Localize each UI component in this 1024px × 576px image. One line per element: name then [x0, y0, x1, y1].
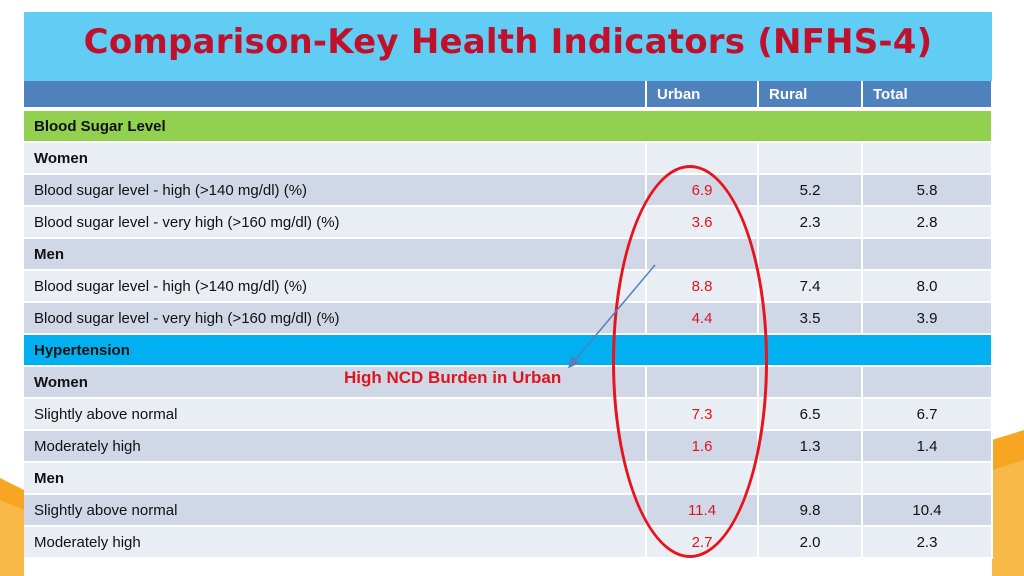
indicator-label: Slightly above normal	[24, 494, 647, 527]
section-label: Hypertension	[24, 334, 993, 367]
subgroup-label: Women	[24, 366, 647, 399]
cell-total	[862, 462, 993, 495]
table-row: Slightly above normal 11.4 9.8 10.4	[24, 494, 993, 527]
table-row: Blood sugar level - high (>140 mg/dl) (%…	[24, 270, 993, 303]
cell-total	[862, 366, 993, 399]
section-row: Blood Sugar Level	[24, 109, 993, 143]
table-row: Moderately high 2.7 2.0 2.3	[24, 526, 993, 559]
cell-total: 8.0	[862, 270, 993, 303]
cell-total	[862, 142, 993, 175]
cell-total: 3.9	[862, 302, 993, 335]
cell-total: 6.7	[862, 398, 993, 431]
subgroup-row: Men	[24, 462, 993, 495]
indicator-label: Moderately high	[24, 526, 647, 559]
subgroup-label: Men	[24, 238, 647, 271]
cell-rural: 2.0	[758, 526, 863, 559]
indicator-label: Moderately high	[24, 430, 647, 463]
indicator-label: Blood sugar level - very high (>160 mg/d…	[24, 302, 647, 335]
table-row: Blood sugar level - high (>140 mg/dl) (%…	[24, 174, 993, 207]
cell-rural	[758, 462, 863, 495]
table-row: Slightly above normal 7.3 6.5 6.7	[24, 398, 993, 431]
slide-title: Comparison-Key Health Indicators (NFHS-4…	[83, 22, 933, 62]
column-header-urban: Urban	[646, 81, 759, 111]
indicator-label: Blood sugar level - very high (>160 mg/d…	[24, 206, 647, 239]
cell-rural	[758, 238, 863, 271]
table-row: Blood sugar level - very high (>160 mg/d…	[24, 206, 993, 239]
cell-total: 1.4	[862, 430, 993, 463]
indicator-label: Slightly above normal	[24, 398, 647, 431]
subgroup-label: Men	[24, 462, 647, 495]
column-header-rural: Rural	[758, 81, 863, 111]
cell-rural: 2.3	[758, 206, 863, 239]
cell-total: 5.8	[862, 174, 993, 207]
cell-total	[862, 238, 993, 271]
subgroup-row: Women	[24, 366, 993, 399]
cell-total: 10.4	[862, 494, 993, 527]
title-band: Comparison-Key Health Indicators (NFHS-4…	[24, 12, 992, 81]
urban-highlight-ellipse	[612, 165, 768, 558]
slide-panel: Comparison-Key Health Indicators (NFHS-4…	[24, 12, 993, 559]
cell-rural: 9.8	[758, 494, 863, 527]
section-row: Hypertension	[24, 334, 993, 367]
cell-rural	[758, 366, 863, 399]
table-row: Moderately high 1.6 1.3 1.4	[24, 430, 993, 463]
column-header-total: Total	[862, 81, 993, 111]
cell-rural: 5.2	[758, 174, 863, 207]
header-blank	[24, 81, 647, 111]
cell-rural: 7.4	[758, 270, 863, 303]
health-indicators-table: Urban Rural Total Blood Sugar Level Women…	[24, 81, 993, 559]
cell-total: 2.3	[862, 526, 993, 559]
section-label: Blood Sugar Level	[24, 109, 993, 143]
subgroup-row: Women	[24, 142, 993, 175]
cell-rural: 1.3	[758, 430, 863, 463]
cell-rural: 6.5	[758, 398, 863, 431]
table-row: Blood sugar level - very high (>160 mg/d…	[24, 302, 993, 335]
subgroup-row: Men	[24, 238, 993, 271]
cell-rural: 3.5	[758, 302, 863, 335]
cell-rural	[758, 142, 863, 175]
indicator-label: Blood sugar level - high (>140 mg/dl) (%…	[24, 174, 647, 207]
callout-text: High NCD Burden in Urban	[344, 368, 562, 387]
table-header-row: Urban Rural Total	[24, 81, 993, 111]
subgroup-label: Women	[24, 142, 647, 175]
indicator-label: Blood sugar level - high (>140 mg/dl) (%…	[24, 270, 647, 303]
cell-total: 2.8	[862, 206, 993, 239]
